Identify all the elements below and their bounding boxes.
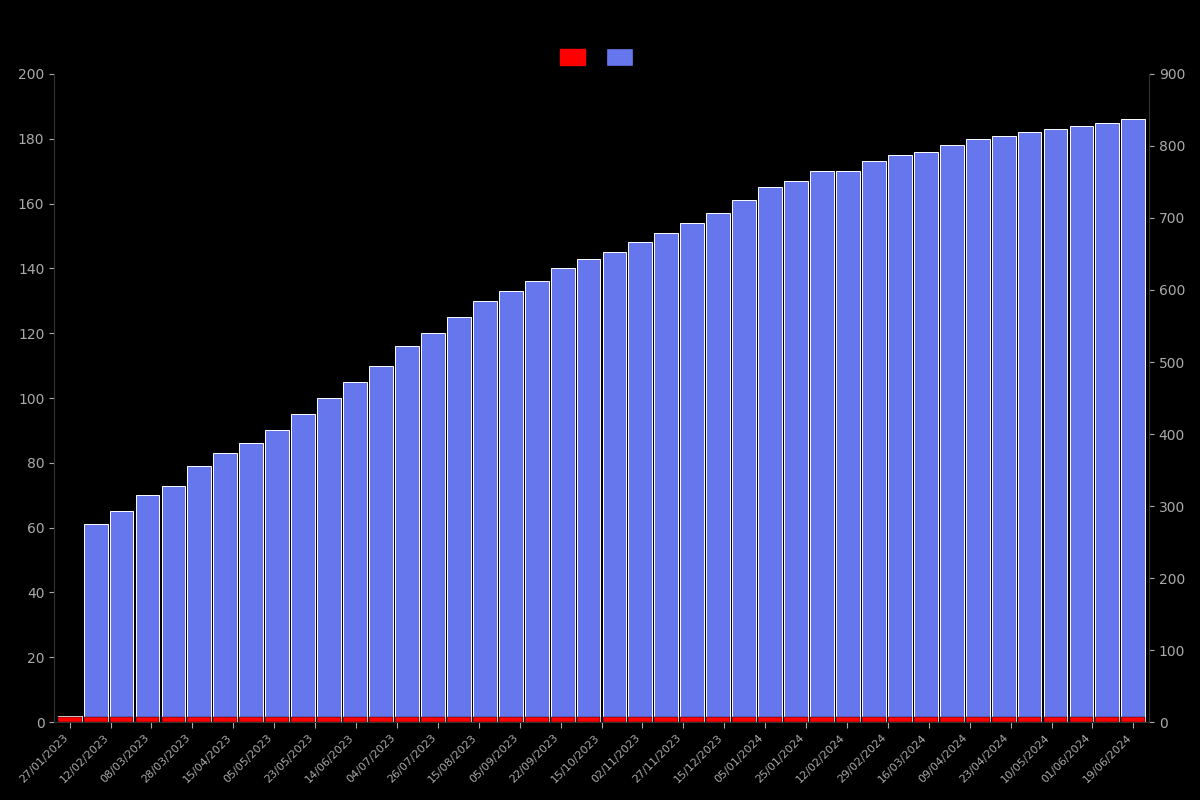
Bar — [187, 466, 211, 722]
Bar — [602, 252, 626, 722]
Bar — [239, 443, 263, 722]
Bar — [810, 171, 834, 722]
Bar — [991, 135, 1015, 722]
Bar — [991, 718, 1015, 722]
Bar — [524, 282, 548, 722]
Bar — [395, 346, 419, 722]
Bar — [914, 718, 937, 722]
Bar — [888, 155, 912, 722]
Bar — [602, 718, 626, 722]
Bar — [551, 718, 575, 722]
Bar — [446, 718, 470, 722]
Bar — [292, 414, 316, 722]
Bar — [758, 718, 782, 722]
Bar — [1069, 718, 1093, 722]
Bar — [1044, 129, 1068, 722]
Bar — [499, 291, 523, 722]
Bar — [214, 453, 238, 722]
Bar — [654, 718, 678, 722]
Bar — [473, 301, 497, 722]
Bar — [343, 382, 367, 722]
Bar — [58, 715, 82, 722]
Bar — [551, 268, 575, 722]
Bar — [58, 718, 82, 722]
Bar — [654, 233, 678, 722]
Bar — [629, 242, 653, 722]
Bar — [836, 171, 860, 722]
Bar — [473, 718, 497, 722]
Bar — [1018, 132, 1042, 722]
Bar — [1122, 718, 1145, 722]
Bar — [810, 718, 834, 722]
Bar — [265, 718, 289, 722]
Bar — [576, 258, 600, 722]
Bar — [446, 317, 470, 722]
Bar — [940, 718, 964, 722]
Bar — [421, 718, 445, 722]
Bar — [758, 187, 782, 722]
Bar — [732, 718, 756, 722]
Bar — [862, 162, 886, 722]
Bar — [966, 718, 990, 722]
Bar — [395, 718, 419, 722]
Bar — [940, 146, 964, 722]
Bar — [317, 398, 341, 722]
Bar — [784, 718, 808, 722]
Bar — [707, 214, 730, 722]
Bar — [784, 181, 808, 722]
Bar — [914, 152, 937, 722]
Bar — [421, 333, 445, 722]
Bar — [1096, 122, 1120, 722]
Bar — [1018, 718, 1042, 722]
Bar — [214, 718, 238, 722]
Bar — [343, 718, 367, 722]
Bar — [239, 718, 263, 722]
Bar — [292, 718, 316, 722]
Bar — [1122, 119, 1145, 722]
Bar — [629, 718, 653, 722]
Bar — [524, 718, 548, 722]
Bar — [966, 138, 990, 722]
Bar — [707, 718, 730, 722]
Bar — [136, 495, 160, 722]
Legend: , : , — [556, 46, 647, 70]
Bar — [162, 718, 185, 722]
Bar — [370, 366, 392, 722]
Bar — [862, 718, 886, 722]
Bar — [162, 486, 185, 722]
Bar — [370, 718, 392, 722]
Bar — [888, 718, 912, 722]
Bar — [680, 223, 704, 722]
Bar — [1044, 718, 1068, 722]
Bar — [265, 430, 289, 722]
Bar — [187, 718, 211, 722]
Bar — [680, 718, 704, 722]
Bar — [576, 718, 600, 722]
Bar — [1069, 126, 1093, 722]
Bar — [84, 524, 108, 722]
Bar — [499, 718, 523, 722]
Bar — [84, 718, 108, 722]
Bar — [109, 511, 133, 722]
Bar — [1096, 718, 1120, 722]
Bar — [136, 718, 160, 722]
Bar — [317, 718, 341, 722]
Bar — [109, 718, 133, 722]
Bar — [836, 718, 860, 722]
Bar — [732, 200, 756, 722]
